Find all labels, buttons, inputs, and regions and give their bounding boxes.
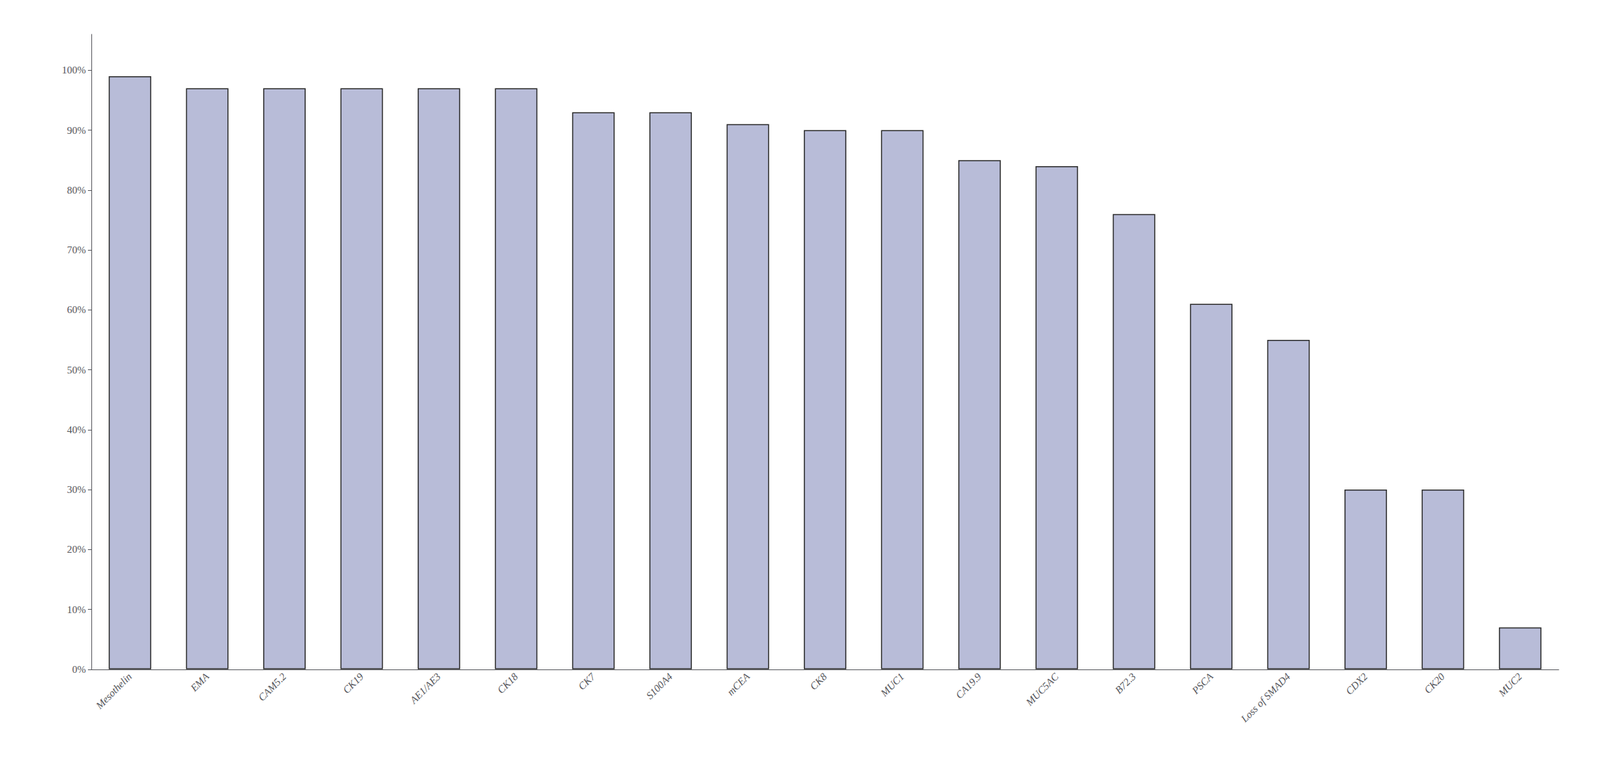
svg-text:mCEA: mCEA [724,671,753,699]
svg-text:S100A4: S100A4 [644,671,676,703]
svg-text:MUC2: MUC2 [1496,671,1525,700]
svg-text:90%: 90% [66,125,86,137]
svg-text:MUC5AC: MUC5AC [1023,670,1062,709]
svg-text:EMA: EMA [187,671,211,695]
svg-text:40%: 40% [66,424,86,436]
svg-text:0%: 0% [72,664,86,676]
svg-text:30%: 30% [66,484,86,496]
svg-text:70%: 70% [66,244,86,256]
svg-text:50%: 50% [66,364,86,376]
svg-text:CK18: CK18 [495,671,521,696]
svg-text:CK20: CK20 [1422,671,1447,696]
svg-text:PSCA: PSCA [1189,671,1216,698]
svg-text:Mesothelin: Mesothelin [93,671,134,712]
svg-text:CAM5.2: CAM5.2 [256,671,289,704]
svg-text:CK8: CK8 [807,671,830,693]
svg-text:CA19.9: CA19.9 [953,671,984,702]
svg-text:20%: 20% [66,544,86,556]
svg-text:Loss of SMAD4: Loss of SMAD4 [1238,671,1293,726]
svg-text:MUC1: MUC1 [877,671,907,700]
svg-text:AE1/AE3: AE1/AE3 [407,671,443,707]
svg-text:CDX2: CDX2 [1343,671,1370,698]
svg-text:100%: 100% [61,64,86,76]
svg-text:10%: 10% [66,604,86,616]
svg-text:80%: 80% [66,184,86,196]
svg-text:B72.3: B72.3 [1112,671,1138,696]
svg-text:CK7: CK7 [576,671,598,693]
svg-text:CK19: CK19 [340,671,366,696]
svg-text:60%: 60% [66,304,86,316]
